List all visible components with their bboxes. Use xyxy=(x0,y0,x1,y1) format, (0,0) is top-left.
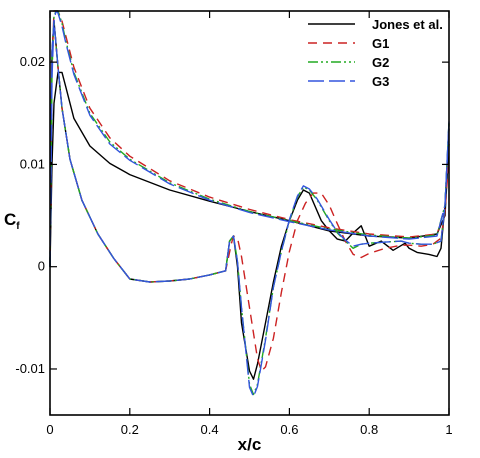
x-tick-label: 1 xyxy=(445,422,452,437)
legend: Jones et al. G1 G2 G3 xyxy=(308,17,443,89)
series-line-g3-lower xyxy=(49,20,450,398)
ticks-layer: 0 0.2 0.4 0.6 0.8 1 -0.01 0 0.01 0.02 xyxy=(15,11,453,437)
legend-label: Jones et al. xyxy=(372,17,443,32)
x-tick-label: 0.2 xyxy=(121,422,139,437)
x-tick-label: 0.6 xyxy=(280,422,298,437)
y-axis-title: Cf xyxy=(4,210,20,232)
y-axis-title-subscript: f xyxy=(16,221,20,232)
legend-label: G1 xyxy=(372,36,389,51)
x-tick-label: 0 xyxy=(46,422,53,437)
x-axis-title: x/c xyxy=(238,435,262,454)
y-axis-title-main: C xyxy=(4,210,16,229)
x-tick-label: 0.4 xyxy=(201,422,219,437)
legend-label: G3 xyxy=(372,74,389,89)
legend-label: G2 xyxy=(372,55,389,70)
y-tick-label: 0.02 xyxy=(20,54,45,69)
y-tick-label: 0 xyxy=(38,259,45,274)
x-tick-label: 0.8 xyxy=(360,422,378,437)
y-tick-label: -0.01 xyxy=(15,361,45,376)
y-tick-label: 0.01 xyxy=(20,156,45,171)
plot-frame xyxy=(49,10,450,416)
